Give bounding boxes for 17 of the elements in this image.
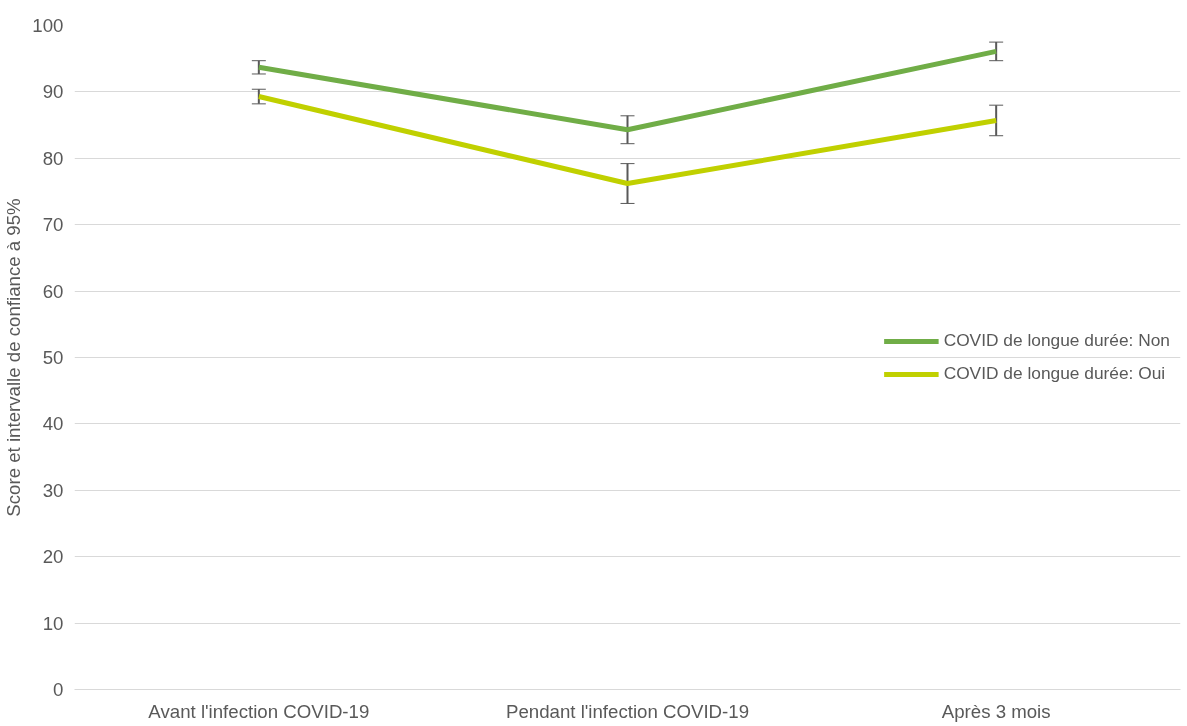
- y-tick-label: 70: [42, 214, 64, 236]
- y-tick-label: 10: [42, 612, 64, 634]
- legend-label: COVID de longue durée: Oui: [943, 363, 1166, 384]
- x-tick-label: Avant l'infection COVID-19: [148, 700, 370, 722]
- x-tick-label: Pendant l'infection COVID-19: [505, 700, 750, 722]
- y-tick-label: 50: [42, 347, 64, 368]
- y-tick-label: 30: [42, 479, 64, 501]
- y-tick-label: 100: [32, 15, 64, 36]
- legend-label: COVID de longue durée: Non: [943, 330, 1170, 351]
- y-tick-label: 0: [53, 679, 64, 700]
- x-tick-label: Après 3 mois: [941, 700, 1051, 722]
- y-tick-label: 90: [42, 81, 64, 103]
- y-tick-label: 60: [42, 280, 64, 302]
- y-tick-label: 80: [42, 147, 64, 169]
- y-axis-title: Score et intervalle de confiance à 95%: [3, 198, 25, 517]
- y-tick-label: 40: [42, 413, 64, 435]
- y-tick-label: 20: [42, 546, 64, 568]
